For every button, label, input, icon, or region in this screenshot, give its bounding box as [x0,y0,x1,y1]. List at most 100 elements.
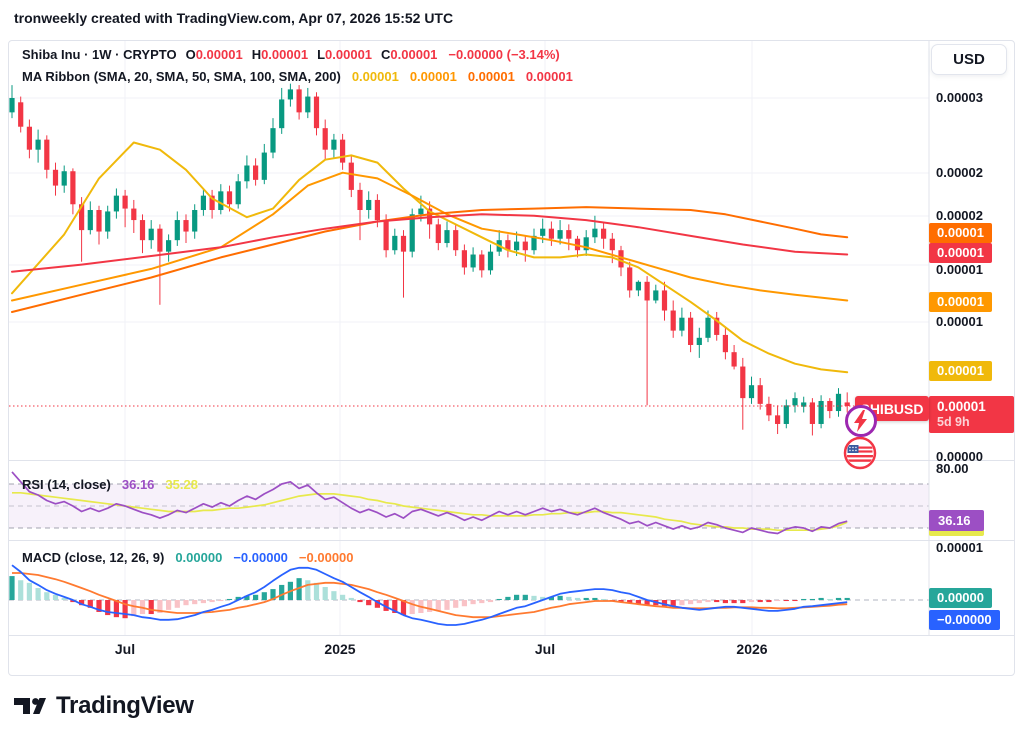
macd-hist-bar [635,600,641,605]
candle [548,228,554,239]
macd-hist-bar [792,600,798,602]
macd-hist-bar [548,596,554,600]
rsi-current-value: 36.16 [121,477,155,492]
candle [696,337,702,345]
macd-line [11,564,848,626]
price-change: −0.00000 (−3.14%) [448,47,560,62]
sma-200-line [11,213,849,273]
macd-hist-bar [400,600,407,616]
macd-hist-bar [540,596,546,600]
candle [192,210,198,232]
candle [818,400,824,424]
currency-button[interactable]: USD [931,44,1007,75]
tradingview-brand[interactable]: TradingView [13,692,194,720]
macd-hist-bar [366,600,372,606]
candle [400,235,407,252]
rsi-ma-line [12,491,848,532]
candle [644,281,650,301]
rsi-title: RSI (14, close) [22,477,111,492]
macd-hist-bar [574,597,581,600]
candle [835,393,842,412]
candle [731,352,737,367]
macd-hist-bar [757,600,763,603]
macd-hist-bar [505,596,511,600]
macd-hist-bar [322,587,328,600]
macd-hist-bar [192,600,198,605]
ma-ribbon-legend[interactable]: MA Ribbon (SMA, 20, SMA, 50, SMA, 100, S… [22,69,573,84]
candle [340,139,346,163]
macd-hist-bar [775,600,781,602]
price-scale-label: 0.00001 [936,540,983,555]
macd-signal-value: −0.00000 [298,550,354,565]
macd-hist-bar [809,598,815,600]
price-scale-label: 0.00001 [936,262,983,277]
candle [174,220,180,241]
macd-hist-bar [209,600,215,603]
candle [270,128,276,153]
candle [409,214,415,252]
candle [618,250,624,268]
macd-value-badge: 0.00000 [929,588,992,608]
macd-value-badge: −0.00000 [929,610,1000,630]
candle [18,102,24,127]
price-scale-label: 0.00000 [936,449,983,464]
candle [418,208,424,215]
sma-100-line [11,206,849,313]
ohlc-value: 0.00001 [325,47,373,62]
rsi-ma-value: 35.28 [165,477,198,492]
candle [583,237,589,251]
macd-hist-bar [313,582,320,600]
macd-title: MACD (close, 12, 26, 9) [22,550,165,565]
candle [244,165,250,182]
macd-hist-bar [679,600,685,606]
macd-hist-bar [844,597,850,600]
candle [461,250,467,268]
ma-ribbon-value: 0.00001 [467,69,515,84]
candle [627,267,633,291]
candle [714,317,720,335]
candle [209,195,215,211]
sma-20-line [11,141,849,374]
candle [453,230,459,251]
chart-card [8,40,1015,676]
symbol-legend[interactable]: Shiba Inu · 1W · CRYPTO O0.00001 H0.00001 L… [22,47,560,62]
candle [357,189,363,211]
macd-hist-bar [113,600,119,618]
macd-legend[interactable]: MACD (close, 12, 26, 9) 0.00000 −0.00000 −0… [22,550,354,565]
macd-hist-bar [566,596,572,600]
candle [757,385,763,404]
macd-hist-bar [253,594,259,600]
macd-hist-bar [766,600,772,603]
candle [557,230,563,239]
macd-hist-bar [487,600,494,603]
candle [235,181,241,205]
candle [261,152,267,180]
candle [139,220,146,241]
rsi-legend[interactable]: RSI (14, close) 36.16 35.28 [22,477,198,492]
macd-hist-bar [731,600,737,604]
candlestick-series [9,83,850,436]
macd-hist-bar [435,600,441,611]
ohlc-value: 0.00001 [195,47,243,62]
candle [601,228,607,239]
candle [226,191,233,205]
candle [287,89,293,100]
macd-hist-bar [531,595,537,600]
candle [105,211,111,232]
macd-hist-bar [9,576,15,600]
macd-hist-bar [427,600,433,612]
ohlc-label: H [251,47,262,62]
pane-separators [8,41,1015,636]
macd-hist-bar [392,600,398,613]
time-axis-label: 2025 [324,641,356,657]
macd-hist-bar [522,594,528,600]
candle [661,290,668,311]
last-price-value: 0.00001 [937,399,986,414]
macd-hist-bar [357,600,363,603]
macd-hist-bar [661,600,668,607]
rsi-series [11,471,848,535]
macd-hist-bar [601,598,607,600]
candle [487,251,494,271]
candle [183,220,189,232]
